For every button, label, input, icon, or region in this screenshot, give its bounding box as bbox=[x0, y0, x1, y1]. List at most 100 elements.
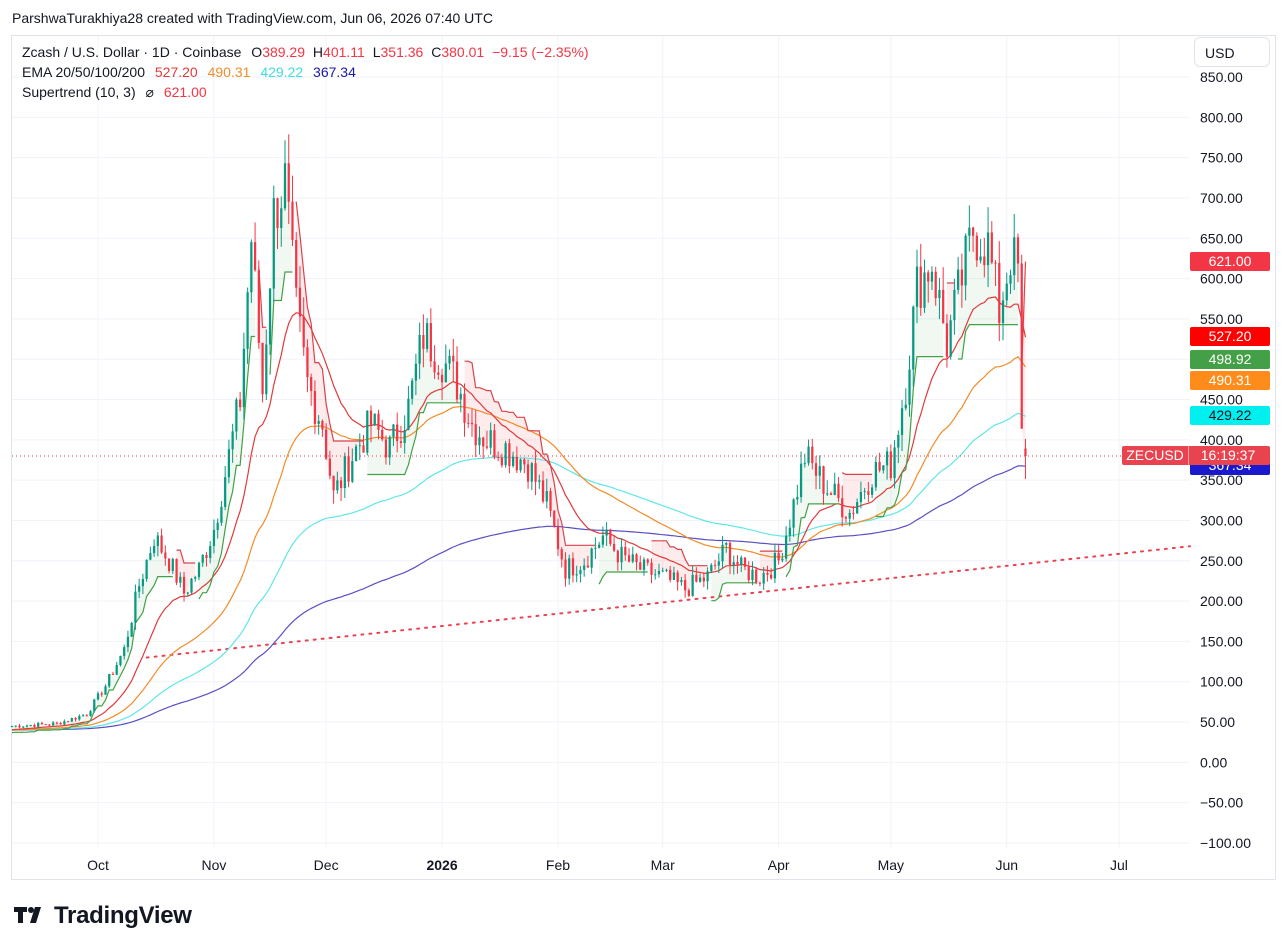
candle-body bbox=[89, 711, 92, 716]
candle-body bbox=[579, 569, 582, 575]
supertrend-fill bbox=[759, 551, 783, 584]
candle-body bbox=[321, 421, 324, 430]
candle-body bbox=[814, 463, 818, 476]
candle-body bbox=[691, 574, 694, 596]
candle-body bbox=[115, 664, 118, 675]
x-tick-label: May bbox=[878, 857, 904, 873]
candle-body bbox=[975, 235, 978, 261]
candle-body bbox=[392, 424, 395, 437]
candle-body bbox=[571, 558, 575, 576]
candle-body bbox=[253, 242, 257, 271]
candle-body bbox=[564, 559, 567, 579]
candle-body bbox=[384, 439, 388, 458]
candle-body bbox=[201, 555, 204, 563]
tradingview-logo[interactable]: TradingView bbox=[14, 902, 192, 932]
candle-body bbox=[231, 431, 234, 450]
candle-body bbox=[908, 369, 911, 405]
candle-body bbox=[52, 722, 55, 726]
candle-body bbox=[829, 493, 833, 495]
candle-body bbox=[205, 555, 208, 559]
candle-body bbox=[766, 573, 769, 575]
candle-body bbox=[871, 487, 874, 495]
legend-ema-label: EMA 20/50/100/200 bbox=[22, 64, 145, 80]
candle-body bbox=[635, 554, 638, 563]
x-tick-label: Jul bbox=[1110, 857, 1128, 873]
candle-body bbox=[867, 491, 870, 495]
candle-body bbox=[474, 424, 477, 446]
candle-body bbox=[145, 559, 148, 579]
legend-st-value: 621.00 bbox=[163, 84, 207, 100]
candle-body bbox=[740, 557, 743, 565]
candle-body bbox=[994, 262, 997, 264]
y-tick-label: 800.00 bbox=[1200, 109, 1243, 125]
candle-body bbox=[425, 323, 429, 349]
candle-body bbox=[934, 271, 937, 299]
candle-body bbox=[463, 393, 466, 423]
x-axis: Oct Nov Dec 2026 Feb Mar Apr May Jun Jul bbox=[87, 857, 1128, 873]
candle-body bbox=[48, 724, 51, 726]
y-axis: 850.00 800.00 750.00 700.00 650.00 600.00 550.… bbox=[1200, 69, 1251, 851]
candle-body bbox=[530, 463, 533, 482]
legend-ema50: 490.31 bbox=[207, 64, 251, 80]
candle-body bbox=[224, 477, 227, 507]
candle-body bbox=[497, 456, 500, 458]
candle-body bbox=[912, 306, 915, 370]
candle-body bbox=[74, 717, 77, 720]
candle-body bbox=[93, 699, 96, 712]
last-price-tag: ZECUSD 16:19:37 bbox=[1122, 446, 1270, 465]
candle-body bbox=[990, 232, 993, 263]
chart-frame[interactable] bbox=[11, 35, 1276, 880]
legend-ema200: 367.34 bbox=[313, 64, 356, 80]
legend-supertrend: Supertrend (10, 3) ⌀ 621.00 bbox=[22, 82, 589, 102]
candle-body bbox=[134, 591, 137, 623]
candle-body bbox=[66, 721, 70, 723]
candle-body bbox=[889, 451, 892, 479]
candle-body bbox=[844, 517, 848, 519]
candle-body bbox=[945, 323, 949, 357]
supertrend-fill bbox=[958, 227, 1018, 359]
candle-body bbox=[743, 557, 747, 567]
candle-body bbox=[85, 715, 88, 717]
candle-body bbox=[220, 506, 223, 523]
candle-body bbox=[568, 558, 571, 579]
candle-body bbox=[773, 553, 777, 579]
candle-body bbox=[366, 410, 369, 453]
candle-body bbox=[818, 466, 821, 476]
currency-selector[interactable]: USD bbox=[1194, 37, 1270, 67]
supertrend-up-segment bbox=[785, 503, 839, 578]
candle-body bbox=[310, 377, 313, 392]
candle-body bbox=[968, 227, 971, 236]
candle-body bbox=[444, 363, 447, 383]
y-tick-label: 0.00 bbox=[1200, 754, 1227, 770]
candle-body bbox=[152, 545, 156, 554]
candle-body bbox=[175, 558, 178, 583]
candle-body bbox=[403, 430, 406, 444]
price-tag: 498.92 bbox=[1190, 350, 1270, 370]
candle-body bbox=[216, 522, 219, 530]
candle-body bbox=[369, 410, 373, 426]
grid-lines bbox=[12, 36, 1190, 848]
candle-body bbox=[1016, 237, 1020, 264]
candle-body bbox=[377, 413, 380, 430]
candle-body bbox=[1024, 448, 1027, 456]
candle-body bbox=[586, 565, 590, 568]
candle-body bbox=[182, 576, 186, 594]
candle-body bbox=[504, 443, 507, 466]
candle-body bbox=[986, 232, 990, 266]
y-tick-label: 850.00 bbox=[1200, 69, 1243, 85]
candle-body bbox=[209, 546, 212, 559]
candle-body bbox=[22, 726, 25, 728]
candle-body bbox=[381, 429, 384, 440]
candle-body bbox=[29, 725, 32, 727]
candle-body bbox=[242, 348, 245, 408]
legend-st-hidden-icon[interactable]: ⌀ bbox=[145, 84, 154, 100]
candle-body bbox=[14, 725, 17, 727]
candle-body bbox=[167, 558, 171, 571]
candle-body bbox=[684, 580, 687, 591]
candle-body bbox=[646, 559, 649, 563]
candle-body bbox=[680, 580, 683, 583]
candle-body bbox=[751, 569, 754, 580]
candle-body bbox=[212, 529, 216, 547]
x-tick-label: Dec bbox=[314, 857, 339, 873]
